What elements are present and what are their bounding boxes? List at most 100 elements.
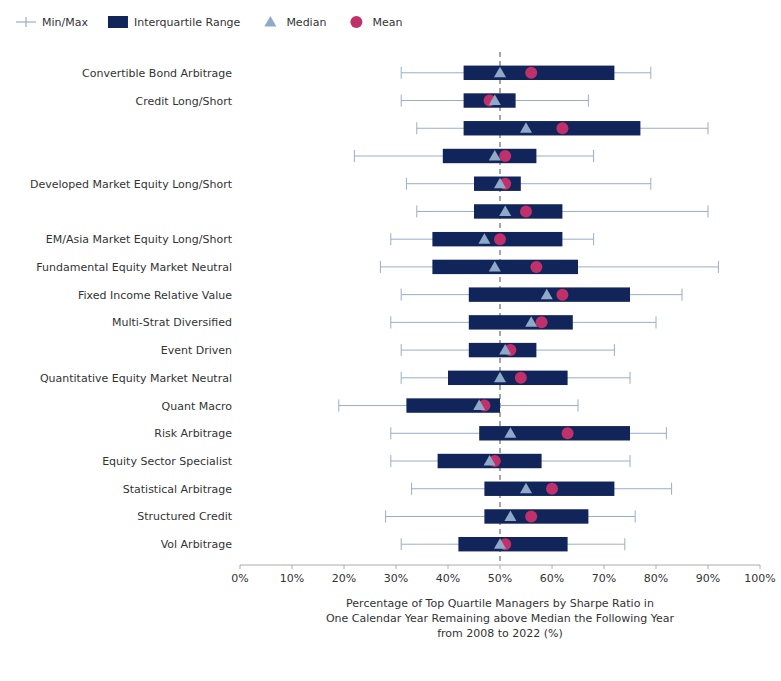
whisker-cap-max: [630, 455, 631, 467]
mean-marker: [494, 233, 506, 245]
median-marker: [489, 150, 501, 161]
x-tick: [292, 565, 293, 569]
y-tick-label: Multi-Strat Diversified: [112, 316, 232, 329]
whisker-cap-min: [401, 67, 402, 79]
legend-item: Min/Max: [16, 16, 88, 29]
x-tick-label: 90%: [696, 572, 720, 585]
x-axis-label: Percentage of Top Quartile Managers by S…: [326, 597, 675, 640]
chart: 0%10%20%30%40%50%60%70%80%90%100%Percent…: [0, 0, 781, 681]
iqr-box: [474, 177, 521, 191]
median-marker: [494, 178, 506, 189]
y-tick-label: Convertible Bond Arbitrage: [82, 67, 232, 80]
median-marker: [520, 483, 532, 494]
whisker-cap-min: [401, 289, 402, 301]
legend-item: Mean: [350, 16, 402, 29]
y-tick-label: Credit Long/Short: [136, 95, 233, 108]
box-row: [380, 260, 718, 274]
box-row: [412, 482, 672, 496]
iqr-box: [406, 398, 500, 412]
box-row: [391, 454, 630, 468]
background: [0, 0, 781, 681]
whisker-cap-min: [406, 178, 407, 190]
whisker-cap-max: [588, 94, 589, 106]
x-tick: [760, 565, 761, 569]
legend-item: Median: [264, 16, 326, 29]
whisker-cap-min: [411, 483, 412, 495]
y-tick-label: Event Driven: [161, 344, 232, 357]
median-marker: [494, 372, 506, 383]
y-tick-label: Fixed Income Relative Value: [78, 289, 232, 302]
whisker-cap-min: [354, 150, 355, 162]
x-axis-label-line: from 2008 to 2022 (%): [437, 627, 563, 640]
legend-label: Interquartile Range: [134, 16, 241, 29]
box-row: [401, 371, 630, 385]
x-tick: [708, 565, 709, 569]
whisker-cap-min: [401, 538, 402, 550]
whisker-cap-min: [390, 233, 391, 245]
y-tick-label: Statistical Arbitrage: [123, 483, 232, 496]
legend-item: Interquartile Range: [108, 16, 241, 29]
x-tick-label: 0%: [231, 572, 248, 585]
x-tick-label: 30%: [384, 572, 408, 585]
mean-marker: [556, 289, 568, 301]
median-marker: [489, 261, 501, 272]
x-tick: [344, 565, 345, 569]
median-marker: [489, 95, 501, 106]
x-tick: [552, 565, 553, 569]
box-row: [417, 121, 708, 135]
x-tick: [396, 565, 397, 569]
box-row: [401, 93, 588, 107]
iqr-box: [432, 232, 562, 246]
whisker-cap-max: [593, 150, 594, 162]
whisker-cap-max: [614, 344, 615, 356]
median-marker: [473, 400, 485, 411]
box-row: [401, 343, 614, 357]
legend-swatch: [108, 16, 128, 28]
iqr-box: [469, 315, 573, 329]
whisker-cap-min: [401, 94, 402, 106]
whisker-cap-min: [338, 399, 339, 411]
whisker-cap-max: [650, 178, 651, 190]
x-axis-label-line: One Calendar Year Remaining above Median…: [326, 612, 675, 625]
x-tick-label: 70%: [592, 572, 616, 585]
mean-marker: [536, 316, 548, 328]
median-marker: [494, 67, 506, 78]
iqr-box: [464, 93, 516, 107]
mean-marker: [499, 150, 511, 162]
box-row: [401, 287, 682, 301]
y-tick-label: Fundamental Equity Market Neutral: [36, 261, 232, 274]
box-row: [339, 398, 578, 412]
whisker-cap-max: [656, 316, 657, 328]
whisker-cap-max: [671, 483, 672, 495]
whisker-cap-max: [624, 538, 625, 550]
median-marker: [494, 538, 506, 549]
x-tick-label: 60%: [540, 572, 564, 585]
whisker-cap-max: [593, 233, 594, 245]
whisker-cap-min: [401, 344, 402, 356]
iqr-box: [448, 371, 568, 385]
whisker-cap-min: [390, 455, 391, 467]
x-tick-label: 40%: [436, 572, 460, 585]
legend-swatch: [264, 16, 276, 27]
y-tick-label: Risk Arbitrage: [154, 427, 232, 440]
x-axis: 0%10%20%30%40%50%60%70%80%90%100%: [231, 565, 775, 585]
mean-marker: [515, 372, 527, 384]
median-marker: [525, 316, 537, 327]
x-axis-label-line: Percentage of Top Quartile Managers by S…: [346, 597, 654, 610]
iqr-box: [469, 343, 537, 357]
box-row: [401, 537, 625, 551]
iqr-box: [432, 260, 578, 274]
median-marker: [478, 233, 490, 244]
iqr-box: [469, 287, 630, 301]
y-tick-label: Equity Sector Specialist: [102, 455, 233, 468]
y-axis: Convertible Bond Arbitrage Credit Long/Sh…: [30, 67, 233, 551]
whisker-cap-max: [718, 261, 719, 273]
legend-swatch: [350, 16, 362, 28]
whisker-cap-max: [650, 67, 651, 79]
legend-label: Mean: [372, 16, 402, 29]
box-row: [417, 204, 708, 218]
iqr-box: [484, 509, 588, 523]
y-tick-label: EM/Asia Market Equity Long/Short: [46, 233, 233, 246]
y-tick-label: Developed Market Equity Long/Short: [30, 178, 233, 191]
x-tick: [656, 565, 657, 569]
